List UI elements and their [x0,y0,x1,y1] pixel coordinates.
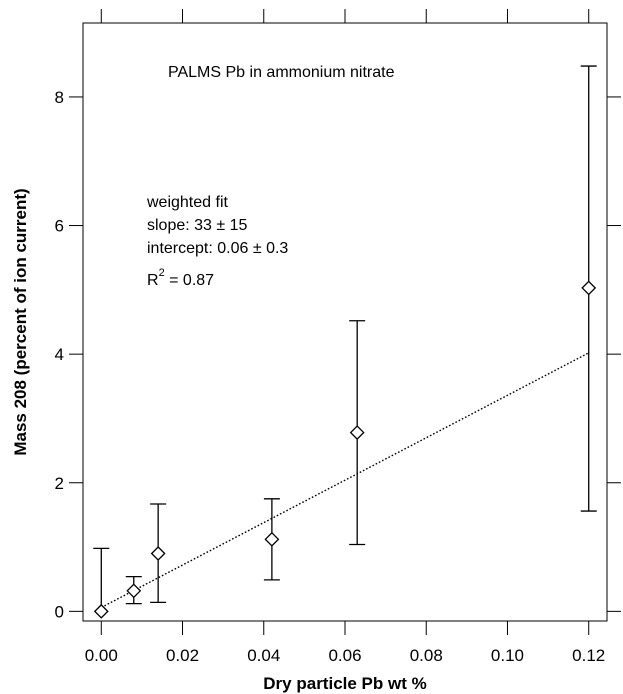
data-point-0 [93,603,109,619]
y-tick-label-2: 4 [55,345,64,364]
x-tick-label-0: 0.00 [85,646,118,665]
annotation-line-3: intercept: 0.06 ± 0.3 [147,240,288,257]
annotation-line-2: slope: 33 ± 15 [147,217,248,234]
data-point-2 [150,546,166,561]
fit-annotation: weighted fit slope: 33 ± 15 intercept: 0… [146,194,288,289]
x-tick-label-6: 0.12 [572,646,605,665]
y-tick-label-1: 2 [55,474,64,493]
data-point-5 [581,280,597,296]
r-squared-base: R [147,272,159,289]
fit-line-group [100,352,590,609]
r-squared-value: = 0.87 [165,272,214,289]
data-point-4 [349,425,365,441]
x-tick-label-3: 0.06 [328,646,361,665]
data-point-3 [264,531,280,547]
data-point-1 [126,583,142,599]
annotation-line-1: weighted fit [146,194,228,211]
data-points [93,65,597,619]
r-squared-sup: 2 [159,267,165,279]
chart-title: PALMS Pb in ammonium nitrate [168,64,395,81]
x-tick-label-5: 0.10 [491,646,524,665]
annotation-line-4: R2 = 0.87 [147,267,214,289]
axis-ticks: 0.00 0.02 0.04 0.06 0.08 0.10 0.12 0 2 4 6 8 [55,9,621,665]
x-axis-title: Dry particle Pb wt % [263,674,426,693]
fit-line [100,352,590,609]
x-tick-label-1: 0.02 [166,646,199,665]
plot-frame [82,22,608,622]
y-tick-label-0: 0 [55,602,64,621]
x-tick-label-4: 0.08 [410,646,443,665]
y-axis-title: Mass 208 (percent of ion current) [11,188,30,455]
y-tick-label-3: 6 [55,217,64,236]
y-tick-label-4: 8 [55,88,64,107]
x-tick-label-2: 0.04 [247,646,280,665]
